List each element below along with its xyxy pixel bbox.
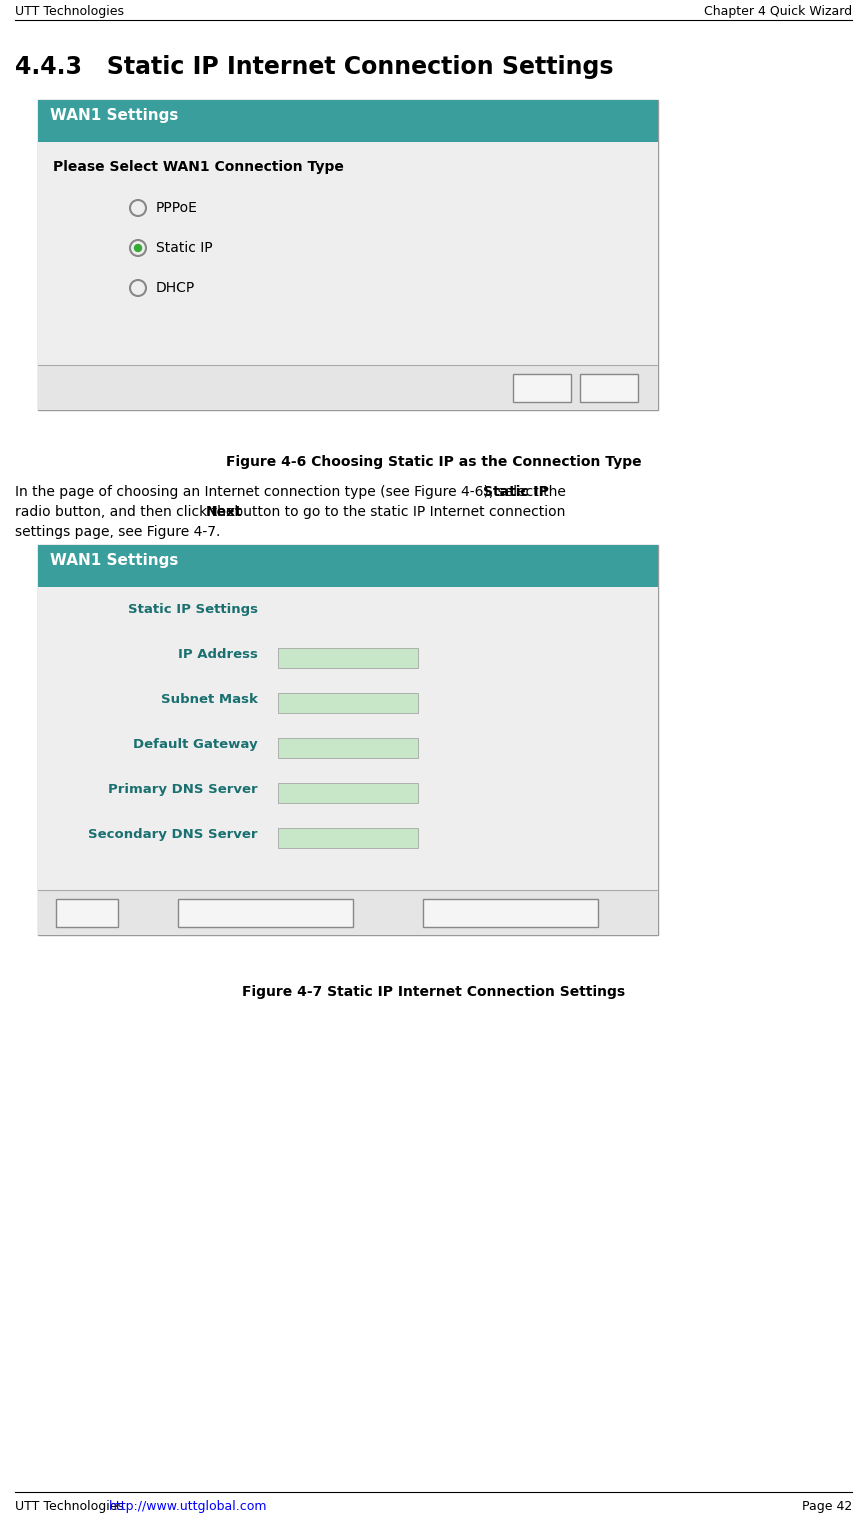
Text: Secondary DNS Server: Secondary DNS Server [88, 829, 258, 841]
Text: Back: Back [73, 905, 101, 918]
Bar [38, 101, 658, 410]
Text: Continue WAN2 Settings: Continue WAN2 Settings [193, 905, 338, 918]
Text: Please Select WAN1 Connection Type: Please Select WAN1 Connection Type [53, 160, 344, 174]
Bar [278, 829, 418, 848]
Text: PPPoE: PPPoE [156, 201, 198, 215]
Bar [38, 545, 658, 586]
Circle shape [134, 245, 141, 251]
Text: Skip WAN2 Settings: Skip WAN2 Settings [453, 905, 569, 918]
Text: Subnet Mask: Subnet Mask [161, 693, 258, 707]
Text: 255.255.255.0: 255.255.255.0 [283, 694, 375, 708]
Text: settings page, see Figure 4-7.: settings page, see Figure 4-7. [15, 525, 220, 539]
Bar [38, 889, 658, 935]
Bar [38, 545, 658, 935]
Text: WAN1 Settings: WAN1 Settings [50, 553, 179, 568]
Text: UTT Technologies: UTT Technologies [15, 1500, 128, 1512]
Bar [178, 899, 353, 928]
Text: 4.4.3   Static IP Internet Connection Settings: 4.4.3 Static IP Internet Connection Sett… [15, 55, 614, 79]
Text: Static IP: Static IP [156, 241, 212, 254]
Bar [278, 783, 418, 803]
Text: In the page of choosing an Internet connection type (see Figure 4-6), select the: In the page of choosing an Internet conn… [15, 484, 570, 500]
Bar [38, 101, 658, 142]
Bar [580, 375, 638, 402]
Text: UTT Technologies: UTT Technologies [15, 5, 124, 18]
Text: IP Address: IP Address [178, 647, 258, 661]
Bar [38, 142, 658, 366]
Bar [38, 366, 658, 410]
Text: 192.168.1.99: 192.168.1.99 [283, 740, 366, 752]
Text: 200.200.200.251: 200.200.200.251 [283, 784, 390, 798]
Text: Primary DNS Server: Primary DNS Server [108, 783, 258, 797]
Text: Figure 4-7 Static IP Internet Connection Settings: Figure 4-7 Static IP Internet Connection… [242, 985, 625, 999]
Text: WAN1 Settings: WAN1 Settings [50, 108, 179, 123]
Bar [513, 375, 571, 402]
Bar [278, 647, 418, 669]
Bar [38, 586, 658, 889]
Text: Static IP Settings: Static IP Settings [128, 603, 258, 615]
Bar [278, 693, 418, 713]
Text: Static IP: Static IP [483, 484, 549, 500]
Text: Page 42: Page 42 [802, 1500, 852, 1512]
Text: DHCP: DHCP [156, 282, 195, 295]
Text: Figure 4-6 Choosing Static IP as the Connection Type: Figure 4-6 Choosing Static IP as the Con… [225, 455, 642, 469]
Bar [278, 739, 418, 758]
Text: 192.168.1.55: 192.168.1.55 [283, 650, 366, 663]
Text: Chapter 4 Quick Wizard: Chapter 4 Quick Wizard [704, 5, 852, 18]
Bar [423, 899, 598, 928]
Text: Next: Next [595, 381, 623, 393]
Bar [56, 899, 118, 928]
Text: http://www.uttglobal.com: http://www.uttglobal.com [108, 1500, 267, 1512]
Text: Back: Back [526, 381, 557, 393]
Text: radio button, and then click the: radio button, and then click the [15, 506, 238, 519]
Text: 0.0.0.0: 0.0.0.0 [283, 830, 327, 844]
Text: Default Gateway: Default Gateway [134, 739, 258, 751]
Text: button to go to the static IP Internet connection: button to go to the static IP Internet c… [230, 506, 565, 519]
Text: Next: Next [205, 506, 243, 519]
